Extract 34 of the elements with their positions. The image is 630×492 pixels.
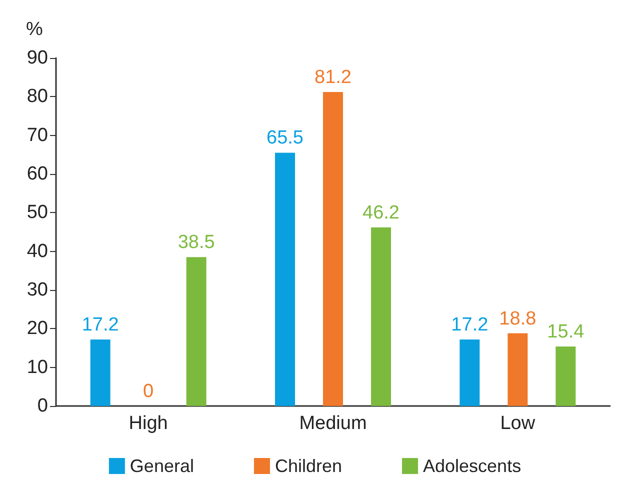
y-tick-label: 40 [26, 240, 48, 262]
legend-label: Adolescents [423, 456, 522, 476]
bar [371, 227, 391, 406]
data-label: 15.4 [547, 321, 585, 342]
data-label: 0 [143, 381, 154, 402]
y-tick-label: 70 [26, 124, 48, 146]
x-tick-label: High [128, 413, 168, 434]
data-label: 81.2 [314, 67, 352, 88]
bar [90, 339, 110, 406]
legend-label: General [130, 456, 194, 476]
y-tick-label: 20 [26, 318, 48, 340]
y-axis-title: % [26, 19, 43, 40]
y-tick-label: 10 [26, 356, 48, 378]
data-label: 38.5 [178, 232, 215, 254]
y-tick-label: 50 [26, 202, 48, 224]
bar [556, 346, 576, 406]
data-label: 17.2 [82, 314, 119, 336]
data-label: 65.5 [266, 128, 304, 149]
y-tick-label: 90 [26, 48, 48, 68]
y-tick-label: 80 [26, 86, 48, 108]
bar [275, 152, 295, 406]
y-tick-label: 30 [26, 280, 48, 300]
data-label: 17.2 [451, 314, 488, 336]
bar [323, 92, 343, 406]
x-tick-label: Medium [299, 413, 367, 434]
bar [508, 333, 528, 406]
y-tick-label: 60 [26, 164, 48, 184]
legend-label: Children [274, 456, 342, 476]
data-label: 18.8 [499, 308, 536, 330]
data-label: 46.2 [362, 202, 400, 224]
bar [460, 339, 480, 406]
y-tick-label: 0 [37, 396, 48, 416]
bar [186, 257, 206, 406]
x-tick-label: Low [500, 413, 536, 434]
